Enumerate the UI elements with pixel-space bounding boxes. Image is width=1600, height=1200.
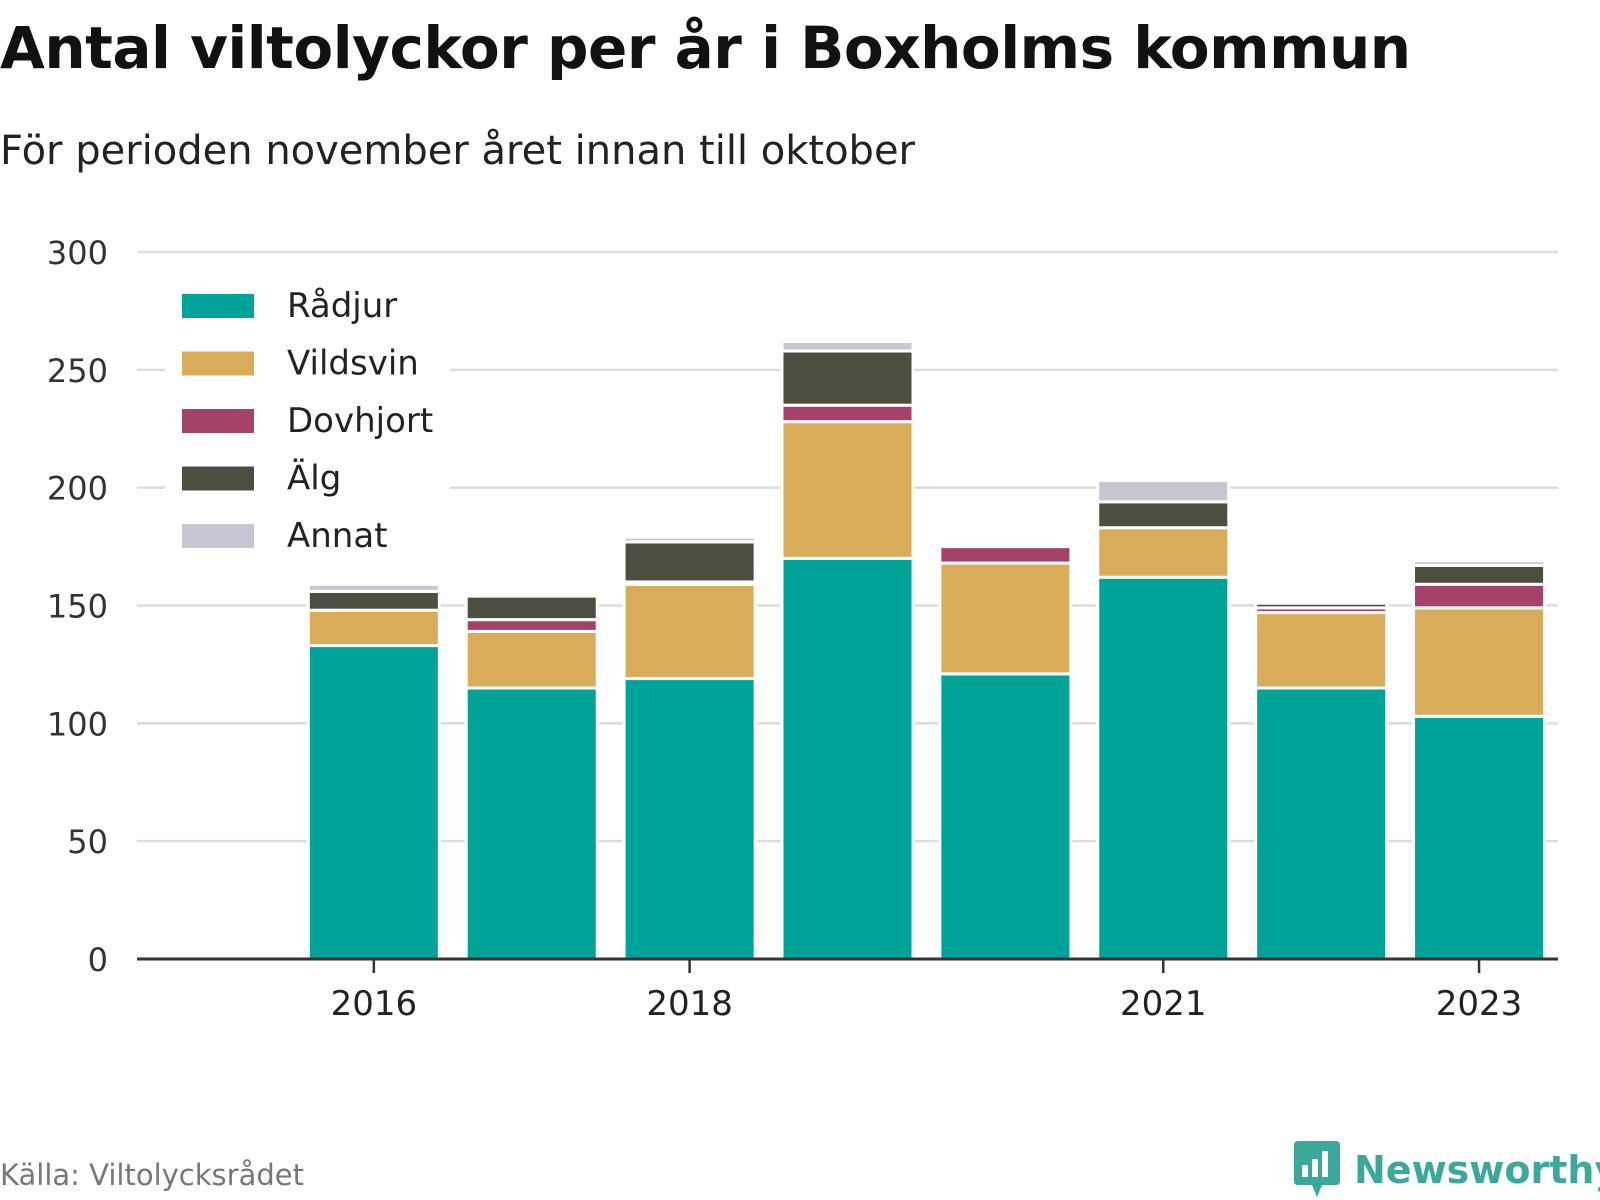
bar-segment <box>938 540 1073 546</box>
chart-title: Antal viltolyckor per år i Boxholms komm… <box>0 14 1411 82</box>
bar-segment <box>306 644 441 961</box>
x-tick-label: 2016 <box>331 984 418 1024</box>
bar-segment <box>1096 526 1231 579</box>
y-tick-label: 250 <box>47 352 108 390</box>
bar-segment <box>622 535 757 544</box>
source-note: Källa: Viltolycksrådet <box>0 1158 304 1192</box>
bar-segment <box>780 556 915 961</box>
bar-segment <box>306 582 441 593</box>
bar-segment <box>780 349 915 407</box>
bar-segment <box>1254 599 1389 605</box>
bar-segment <box>464 686 599 961</box>
legend-label: Dovhjort <box>287 401 433 441</box>
legend-swatch <box>182 409 254 433</box>
legend-label: Rådjur <box>287 286 397 326</box>
bar-segment <box>1096 500 1231 530</box>
bar-segment <box>1254 686 1389 961</box>
x-tick-label: 2018 <box>646 984 733 1024</box>
bar-segment <box>780 403 915 424</box>
x-tick-label: 2021 <box>1120 984 1207 1024</box>
brand-name: Newsworthy <box>1354 1148 1600 1192</box>
y-tick-label: 50 <box>67 823 108 861</box>
y-tick-label: 100 <box>47 705 108 743</box>
brand-logo: Newsworthy <box>1292 1140 1600 1200</box>
legend-label: Vildsvin <box>287 344 419 384</box>
bar-segment <box>1412 606 1547 718</box>
stacked-bar-chart: 0 50 100 150 200 250 300 2016 2018 2021 2023 Rådjur… <box>47 234 1558 1024</box>
legend-swatch <box>182 294 254 318</box>
legend-label: Älg <box>287 459 341 499</box>
newsworthy-logo-icon <box>1294 1141 1340 1197</box>
legend-swatch <box>182 524 254 548</box>
y-tick-label: 0 <box>88 941 108 979</box>
bar-segment <box>1096 575 1231 961</box>
x-tick-label: 2023 <box>1436 984 1523 1024</box>
legend-label: Annat <box>287 516 388 556</box>
bar-segment <box>306 589 441 612</box>
y-tick-label: 200 <box>47 470 108 508</box>
bar-segment <box>306 608 441 648</box>
bar-segment <box>464 629 599 690</box>
bar-segment <box>622 677 757 961</box>
bar-segment <box>1412 582 1547 610</box>
bar-segment <box>780 420 915 560</box>
bar-segment <box>464 594 599 622</box>
bar-segment <box>464 618 599 633</box>
legend-swatch <box>182 466 254 491</box>
bar-segment <box>1412 563 1547 586</box>
bar-segment <box>1412 559 1547 567</box>
chart-subtitle: För perioden november året innan till ok… <box>0 128 915 174</box>
bar-segment <box>1096 479 1231 504</box>
bar-segment <box>1412 714 1547 961</box>
bar-segment <box>622 582 757 681</box>
y-tick-label: 300 <box>47 234 108 272</box>
bar-segment <box>622 540 757 584</box>
bar-segment <box>780 340 915 353</box>
bar-segment <box>1254 611 1389 690</box>
bar-segment <box>464 592 599 598</box>
bar-segment <box>938 672 1073 961</box>
y-tick-label: 150 <box>47 588 108 626</box>
bar-segment <box>938 545 1073 565</box>
bar-segment <box>938 561 1073 676</box>
legend-swatch <box>182 351 254 376</box>
